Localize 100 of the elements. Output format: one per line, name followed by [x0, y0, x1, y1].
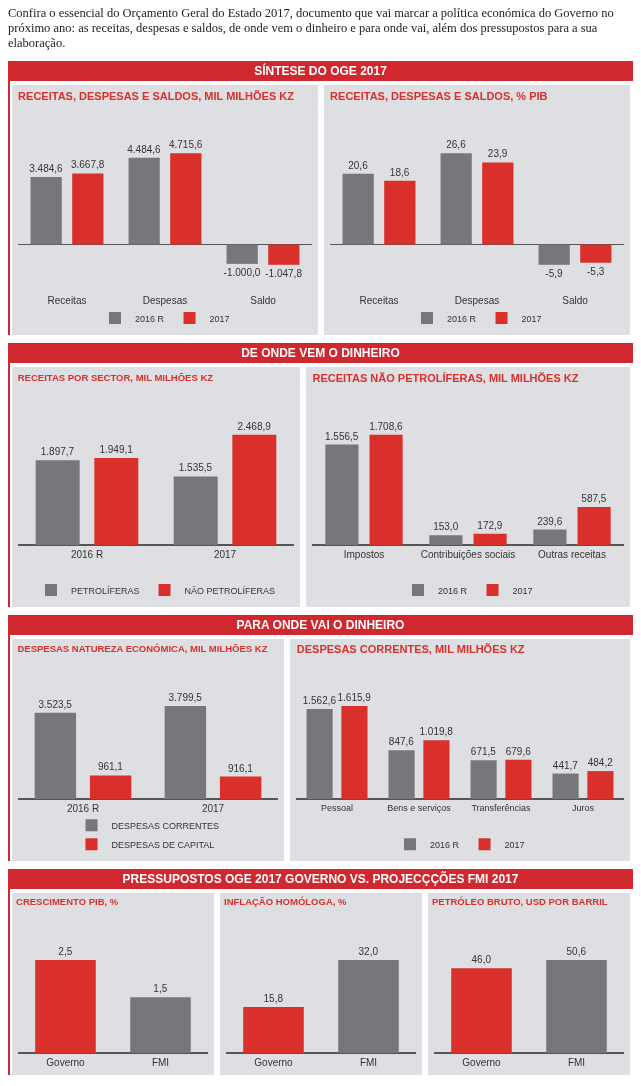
data-label: 1.556,5 — [325, 430, 359, 442]
data-label: 50,6 — [566, 945, 587, 957]
data-label: 484,2 — [587, 757, 614, 769]
data-label: -5,3 — [586, 265, 605, 277]
data-label: 441,7 — [552, 759, 579, 771]
bar — [440, 153, 472, 245]
text: SÍNTESE DO OGE 2017 — [8, 61, 633, 81]
x-tick-label: 2016 R — [70, 549, 104, 560]
data-label: 3.523,5 — [38, 698, 73, 710]
legend-label: 2017 — [209, 313, 230, 324]
data-label: 4.715,6 — [168, 139, 203, 151]
legend-label: 2016 R — [135, 313, 165, 324]
bar — [164, 705, 207, 799]
data-label: 1.562,6 — [302, 694, 337, 706]
bar — [232, 434, 277, 545]
bar — [226, 244, 258, 264]
x-tick-label: FMI — [359, 1057, 378, 1068]
data-label: 671,5 — [470, 746, 497, 758]
x-tick-label: Saldo — [250, 295, 277, 306]
x-tick-label: FMI — [567, 1057, 586, 1068]
legend-label: DESPESAS DE CAPITAL — [111, 839, 215, 850]
legend-label: 2016 R — [447, 313, 477, 324]
chart-title: PETRÓLEO BRUTO, USD POR BARRIL — [432, 896, 608, 908]
data-label: 1.949,1 — [99, 444, 134, 455]
bar — [128, 157, 160, 245]
data-label: 32,0 — [358, 945, 379, 957]
x-tick-label: Governo — [46, 1057, 86, 1068]
bar — [388, 750, 415, 799]
text: PARA ONDE VAI O DINHEIRO — [8, 615, 633, 635]
bar — [94, 458, 139, 545]
data-label: 1.615,9 — [337, 691, 372, 703]
x-tick-label: 2017 — [213, 549, 237, 560]
chart-title: RECEITAS NÃO PETROLÍFERAS, MIL MILHÕES KZ — [312, 371, 579, 384]
data-label: 20,6 — [348, 159, 369, 171]
legend-label: PETROLÍFERAS — [71, 585, 140, 596]
data-label: 239,6 — [537, 515, 563, 527]
data-label: 153,0 — [433, 521, 459, 533]
bar — [533, 529, 567, 545]
bar — [170, 153, 202, 245]
bar — [577, 507, 611, 545]
bar — [30, 177, 62, 245]
data-label: 26,6 — [446, 139, 467, 151]
bar — [342, 173, 374, 245]
bar — [470, 760, 497, 799]
bar — [219, 776, 262, 799]
legend-label: 2016 R — [438, 585, 468, 596]
legend-label: 2017 — [504, 839, 525, 850]
bar — [505, 759, 532, 799]
bar — [538, 244, 570, 265]
chart-title: DESPESAS CORRENTES, MIL MILHÕES KZ — [296, 643, 525, 656]
bar — [306, 708, 333, 799]
x-tick-label: Bens e serviços — [387, 803, 452, 813]
data-label: 3.799,5 — [168, 691, 203, 703]
data-label: 1.708,6 — [369, 420, 404, 432]
bar — [473, 533, 507, 545]
bar — [482, 162, 514, 245]
bar — [34, 712, 77, 799]
data-label: 847,6 — [388, 736, 415, 748]
data-label: -5,9 — [545, 267, 564, 279]
x-tick-label: Outras receitas — [538, 549, 606, 560]
bar — [341, 705, 368, 799]
data-label: 1.019,8 — [419, 726, 454, 738]
bar — [268, 244, 300, 265]
chart-title: RECEITAS, DESPESAS E SALDOS, MIL MILHÕES KZ — [18, 90, 295, 103]
data-label: 1.897,7 — [40, 446, 75, 458]
x-tick-label: Juros — [571, 803, 595, 813]
legend-label: 2016 R — [430, 839, 460, 850]
x-tick-label: Despesas — [142, 295, 188, 306]
x-tick-label: Governo — [462, 1057, 502, 1068]
data-label: 1,5 — [153, 983, 168, 995]
data-label: -1.000,0 — [223, 266, 261, 278]
data-label: 172,9 — [477, 519, 503, 531]
text: DE ONDE VEM O DINHEIRO — [8, 343, 633, 363]
x-tick-label: Governo — [254, 1057, 294, 1068]
data-label: 3.484,6 — [29, 163, 64, 175]
bar — [423, 740, 450, 799]
chart-title: RECEITAS POR SECTOR, MIL MILHÕES KZ — [17, 371, 214, 383]
bar — [35, 460, 80, 545]
data-label: -1.047,8 — [265, 267, 303, 279]
data-label: 3.667,8 — [70, 159, 105, 171]
data-label: 4.484,6 — [127, 143, 162, 155]
x-tick-label: 2016 R — [66, 803, 100, 814]
bar — [580, 244, 612, 263]
x-tick-label: Transferências — [471, 803, 532, 813]
data-label: 961,1 — [97, 761, 124, 773]
bar — [384, 180, 416, 245]
data-label: 916,1 — [227, 762, 254, 774]
data-label: 679,6 — [505, 745, 532, 757]
text: PRESSUPOSTOS OGE 2017 GOVERNO VS. PROJECÇÇÕES FMI 2017 — [8, 869, 633, 889]
data-label: 2.468,9 — [237, 420, 272, 432]
bar — [89, 775, 132, 799]
chart-title: CRESCIMENTO PIB, % — [16, 896, 119, 908]
data-label: 18,6 — [389, 166, 410, 178]
legend-label: 2017 — [521, 313, 542, 324]
x-tick-label: Receitas — [47, 295, 87, 306]
bar — [369, 434, 403, 545]
data-label: 46,0 — [471, 954, 492, 966]
bar — [72, 173, 104, 245]
x-tick-label: 2017 — [201, 803, 225, 814]
data-label: 587,5 — [581, 493, 607, 505]
